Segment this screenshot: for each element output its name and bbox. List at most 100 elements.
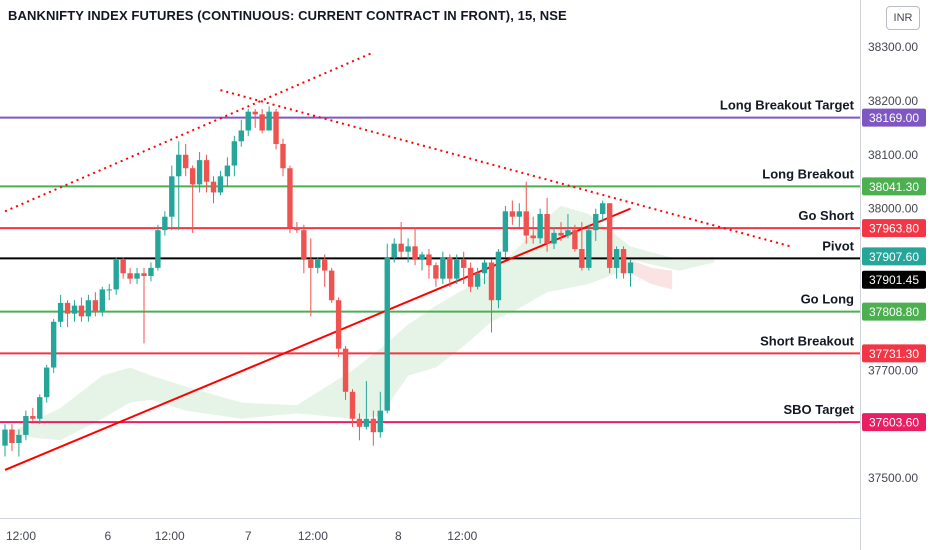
candle-body[interactable] <box>196 160 203 185</box>
candle-body[interactable] <box>16 434 22 443</box>
candle-body[interactable] <box>488 262 495 301</box>
candle-body[interactable] <box>481 262 488 274</box>
trendline-dotted-1[interactable] <box>4 51 374 213</box>
candle-body[interactable] <box>301 230 307 260</box>
candle-body[interactable] <box>558 232 564 236</box>
candle-body[interactable] <box>120 259 126 274</box>
level-label-2: Go Short <box>798 208 854 223</box>
candle-body[interactable] <box>467 267 474 287</box>
candle-body[interactable] <box>44 367 50 398</box>
candle-body[interactable] <box>544 214 550 244</box>
candle-body[interactable] <box>377 410 383 433</box>
candle-body[interactable] <box>2 429 8 446</box>
candle-body[interactable] <box>606 203 613 268</box>
candle-body[interactable] <box>315 259 321 268</box>
candle-body[interactable] <box>474 273 481 287</box>
level-label-4: Go Long <box>801 292 854 307</box>
candle-body[interactable] <box>322 259 328 271</box>
candle-body[interactable] <box>509 211 516 217</box>
candle-body[interactable] <box>273 111 279 144</box>
candle-body[interactable] <box>127 273 133 279</box>
candle-body[interactable] <box>294 227 300 231</box>
candle-body[interactable] <box>600 203 606 215</box>
candle-body[interactable] <box>391 243 397 258</box>
candle-body[interactable] <box>162 216 168 231</box>
candle-body[interactable] <box>78 305 85 317</box>
candle-body[interactable] <box>57 302 64 322</box>
candle-body[interactable] <box>613 249 620 268</box>
candle-body[interactable] <box>495 251 502 301</box>
candle-body[interactable] <box>426 254 432 266</box>
currency-button[interactable]: INR <box>886 6 920 30</box>
candle-body[interactable] <box>183 154 189 169</box>
candle-body[interactable] <box>627 262 634 274</box>
candle-body[interactable] <box>440 257 446 279</box>
candle-body[interactable] <box>169 176 175 217</box>
candle-body[interactable] <box>113 259 119 290</box>
candle-body[interactable] <box>335 300 342 349</box>
candle-body[interactable] <box>405 246 411 252</box>
candle-body[interactable] <box>572 230 578 250</box>
candle-body[interactable] <box>224 165 231 177</box>
candle-body[interactable] <box>537 214 543 239</box>
candle-body[interactable] <box>71 305 78 314</box>
candle-body[interactable] <box>85 300 92 317</box>
trendline-solid-0[interactable] <box>4 207 631 471</box>
candle-body[interactable] <box>565 230 571 236</box>
candle-body[interactable] <box>370 418 377 433</box>
candle-body[interactable] <box>523 211 529 236</box>
candle-body[interactable] <box>419 254 425 260</box>
candle-body[interactable] <box>349 391 356 419</box>
candle-body[interactable] <box>551 232 557 244</box>
candle-body[interactable] <box>280 143 286 169</box>
candle-body[interactable] <box>252 111 258 115</box>
candle-body[interactable] <box>502 211 509 252</box>
candle-body[interactable] <box>238 130 244 142</box>
candle-body[interactable] <box>203 160 210 182</box>
candle-body[interactable] <box>384 257 390 411</box>
candle-body[interactable] <box>433 265 439 279</box>
candle-body[interactable] <box>9 429 15 443</box>
candle-body[interactable] <box>134 273 140 279</box>
candle-body[interactable] <box>586 230 592 268</box>
candle-body[interactable] <box>398 243 404 252</box>
candle-body[interactable] <box>454 259 460 279</box>
candle-body[interactable] <box>328 270 335 301</box>
candle-body[interactable] <box>266 111 272 131</box>
candle-body[interactable] <box>148 267 154 276</box>
candle-body[interactable] <box>530 235 536 239</box>
candle-body[interactable] <box>99 289 105 311</box>
ichimoku-cloud-green <box>5 205 631 441</box>
candle-body[interactable] <box>593 214 599 231</box>
candle-body[interactable] <box>363 418 370 427</box>
candle-body[interactable] <box>92 300 99 311</box>
candle-body[interactable] <box>447 257 453 279</box>
candle-body[interactable] <box>30 416 36 419</box>
candle-body[interactable] <box>356 418 363 427</box>
candle-body[interactable] <box>620 249 627 274</box>
candle-body[interactable] <box>64 302 71 314</box>
candle-body[interactable] <box>217 176 224 193</box>
candle-body[interactable] <box>23 416 29 435</box>
last-price-tag: 37907.60 <box>869 250 919 264</box>
candle-body[interactable] <box>342 348 349 392</box>
candle-body[interactable] <box>106 289 112 291</box>
candle-body[interactable] <box>231 141 238 166</box>
candle-body[interactable] <box>516 211 522 217</box>
candle-body[interactable] <box>412 246 418 260</box>
candle-body[interactable] <box>579 249 585 268</box>
candle-body[interactable] <box>155 230 161 268</box>
candle-body[interactable] <box>189 168 196 185</box>
candle-body[interactable] <box>141 273 147 276</box>
candle-body[interactable] <box>308 259 314 268</box>
candle-body[interactable] <box>37 397 43 419</box>
candle-body[interactable] <box>50 321 57 368</box>
candle-body[interactable] <box>176 154 182 177</box>
candle-body[interactable] <box>461 259 467 268</box>
candle-body[interactable] <box>245 111 251 131</box>
candle-body[interactable] <box>287 168 293 228</box>
candle-body[interactable] <box>259 114 265 131</box>
trendline-dotted-2[interactable] <box>220 89 791 248</box>
candle-body[interactable] <box>210 181 217 193</box>
